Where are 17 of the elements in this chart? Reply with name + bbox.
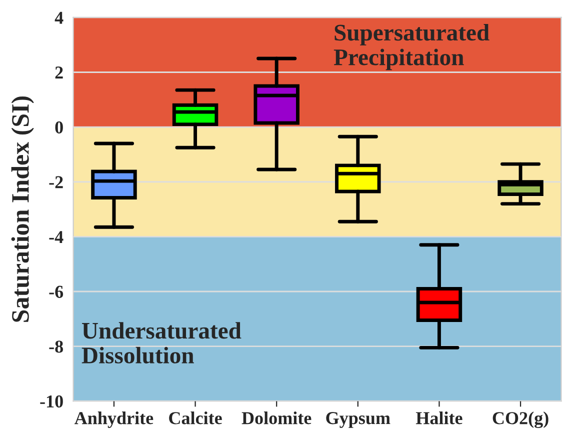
band-label: Undersaturated Dissolution bbox=[82, 322, 242, 364]
y-tick-label: 2 bbox=[55, 66, 63, 79]
y-tick-label: 4 bbox=[54, 12, 64, 24]
x-tick-label: CO2(g) bbox=[492, 412, 548, 428]
y-tick-label: -2 bbox=[49, 176, 63, 188]
x-tick-label: Anhydrite bbox=[74, 412, 154, 428]
x-tick-label: Dolomite bbox=[242, 412, 312, 424]
y-tick-label: -4 bbox=[49, 231, 64, 243]
y-tick-label: -8 bbox=[49, 340, 63, 353]
x-tick-label: Calcite bbox=[169, 412, 222, 424]
y-tick-label: -6 bbox=[49, 286, 64, 298]
y-tick-label: -10 bbox=[40, 395, 63, 408]
y-axis-title: Saturation Index (SI) bbox=[11, 96, 34, 322]
x-tick-label: Gypsum bbox=[326, 412, 390, 428]
y-tick-label: 0 bbox=[55, 121, 63, 134]
band-label: Supersaturated Precipitation bbox=[334, 24, 490, 70]
x-tick-label: Halite bbox=[416, 412, 462, 424]
